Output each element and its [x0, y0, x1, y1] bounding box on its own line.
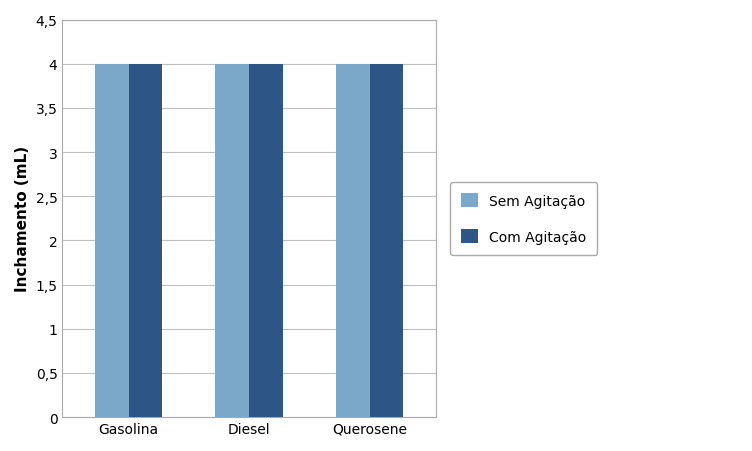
- Bar: [215, 64, 249, 417]
- Legend: Sem Agitação, Com Agitação: Sem Agitação, Com Agitação: [450, 183, 597, 255]
- Bar: [95, 64, 129, 417]
- Bar: [129, 64, 162, 417]
- Bar: [336, 64, 369, 417]
- Y-axis label: Inchamento (mL): Inchamento (mL): [15, 146, 30, 292]
- Bar: [369, 64, 403, 417]
- Bar: [249, 64, 283, 417]
